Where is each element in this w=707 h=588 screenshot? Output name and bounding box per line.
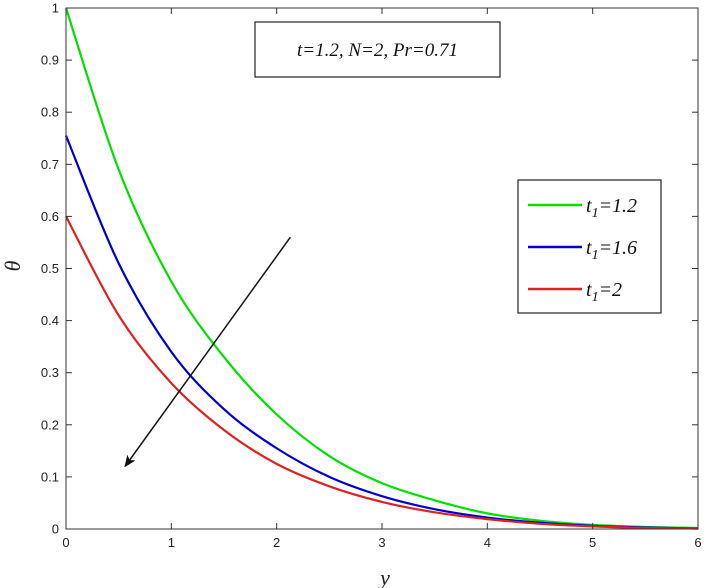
series-line-1 — [64, 7, 699, 530]
legend-label-subscript: 1 — [592, 290, 599, 305]
y-tick-label: 0.8 — [41, 105, 59, 120]
legend-label-main: t — [586, 195, 592, 217]
y-tick-label: 0.9 — [41, 53, 59, 68]
x-tick-label: 5 — [589, 535, 596, 550]
x-tick-label: 4 — [484, 535, 491, 550]
x-tick-label: 2 — [273, 535, 280, 550]
legend-label-value: =1.2 — [599, 195, 638, 217]
trend-arrow — [124, 236, 291, 468]
legend-label-3: t1=2 — [586, 279, 622, 305]
y-tick-label: 1 — [52, 1, 59, 16]
parameters-text: t=1.2, N=2, Pr=0.71 — [297, 40, 458, 61]
parameters-box: t=1.2, N=2, Pr=0.71 — [254, 21, 501, 78]
legend-label-subscript: 1 — [592, 248, 599, 263]
y-tick-label: 0.5 — [41, 261, 59, 276]
x-tick-label: 3 — [378, 535, 385, 550]
y-tick-label: 0.4 — [41, 313, 59, 328]
y-tick-label: 0.6 — [41, 209, 59, 224]
legend-label-value: =1.6 — [599, 237, 638, 259]
legend-label-value: =2 — [599, 279, 623, 301]
x-axis-label: y — [378, 565, 390, 588]
legend-label-subscript: 1 — [592, 206, 599, 221]
y-tick-label: 0.2 — [41, 417, 59, 432]
legend-label-1: t1=1.2 — [586, 195, 637, 221]
y-tick-label: 0.7 — [41, 157, 59, 172]
legend-label-main: t — [586, 237, 592, 259]
legend: t1=1.2t1=1.6t1=2 — [517, 179, 662, 314]
x-tick-label: 1 — [168, 535, 175, 550]
legend-label-2: t1=1.6 — [586, 237, 637, 263]
y-tick-label: 0 — [52, 522, 59, 537]
x-tick-label: 6 — [694, 535, 701, 550]
axes: 0 1 2 3 4 5 6 0 0.1 0.2 0.3 0.4 0.5 0.6 0.7 0.8 0.9 1 — [41, 1, 702, 551]
y-tick-label: 0.1 — [41, 469, 59, 484]
y-axis-label: θ — [0, 260, 25, 271]
legend-label-main: t — [586, 279, 592, 301]
parameters-box-frame — [254, 21, 501, 78]
x-tick-label: 0 — [62, 535, 69, 550]
y-tick-label: 0.3 — [41, 365, 59, 380]
